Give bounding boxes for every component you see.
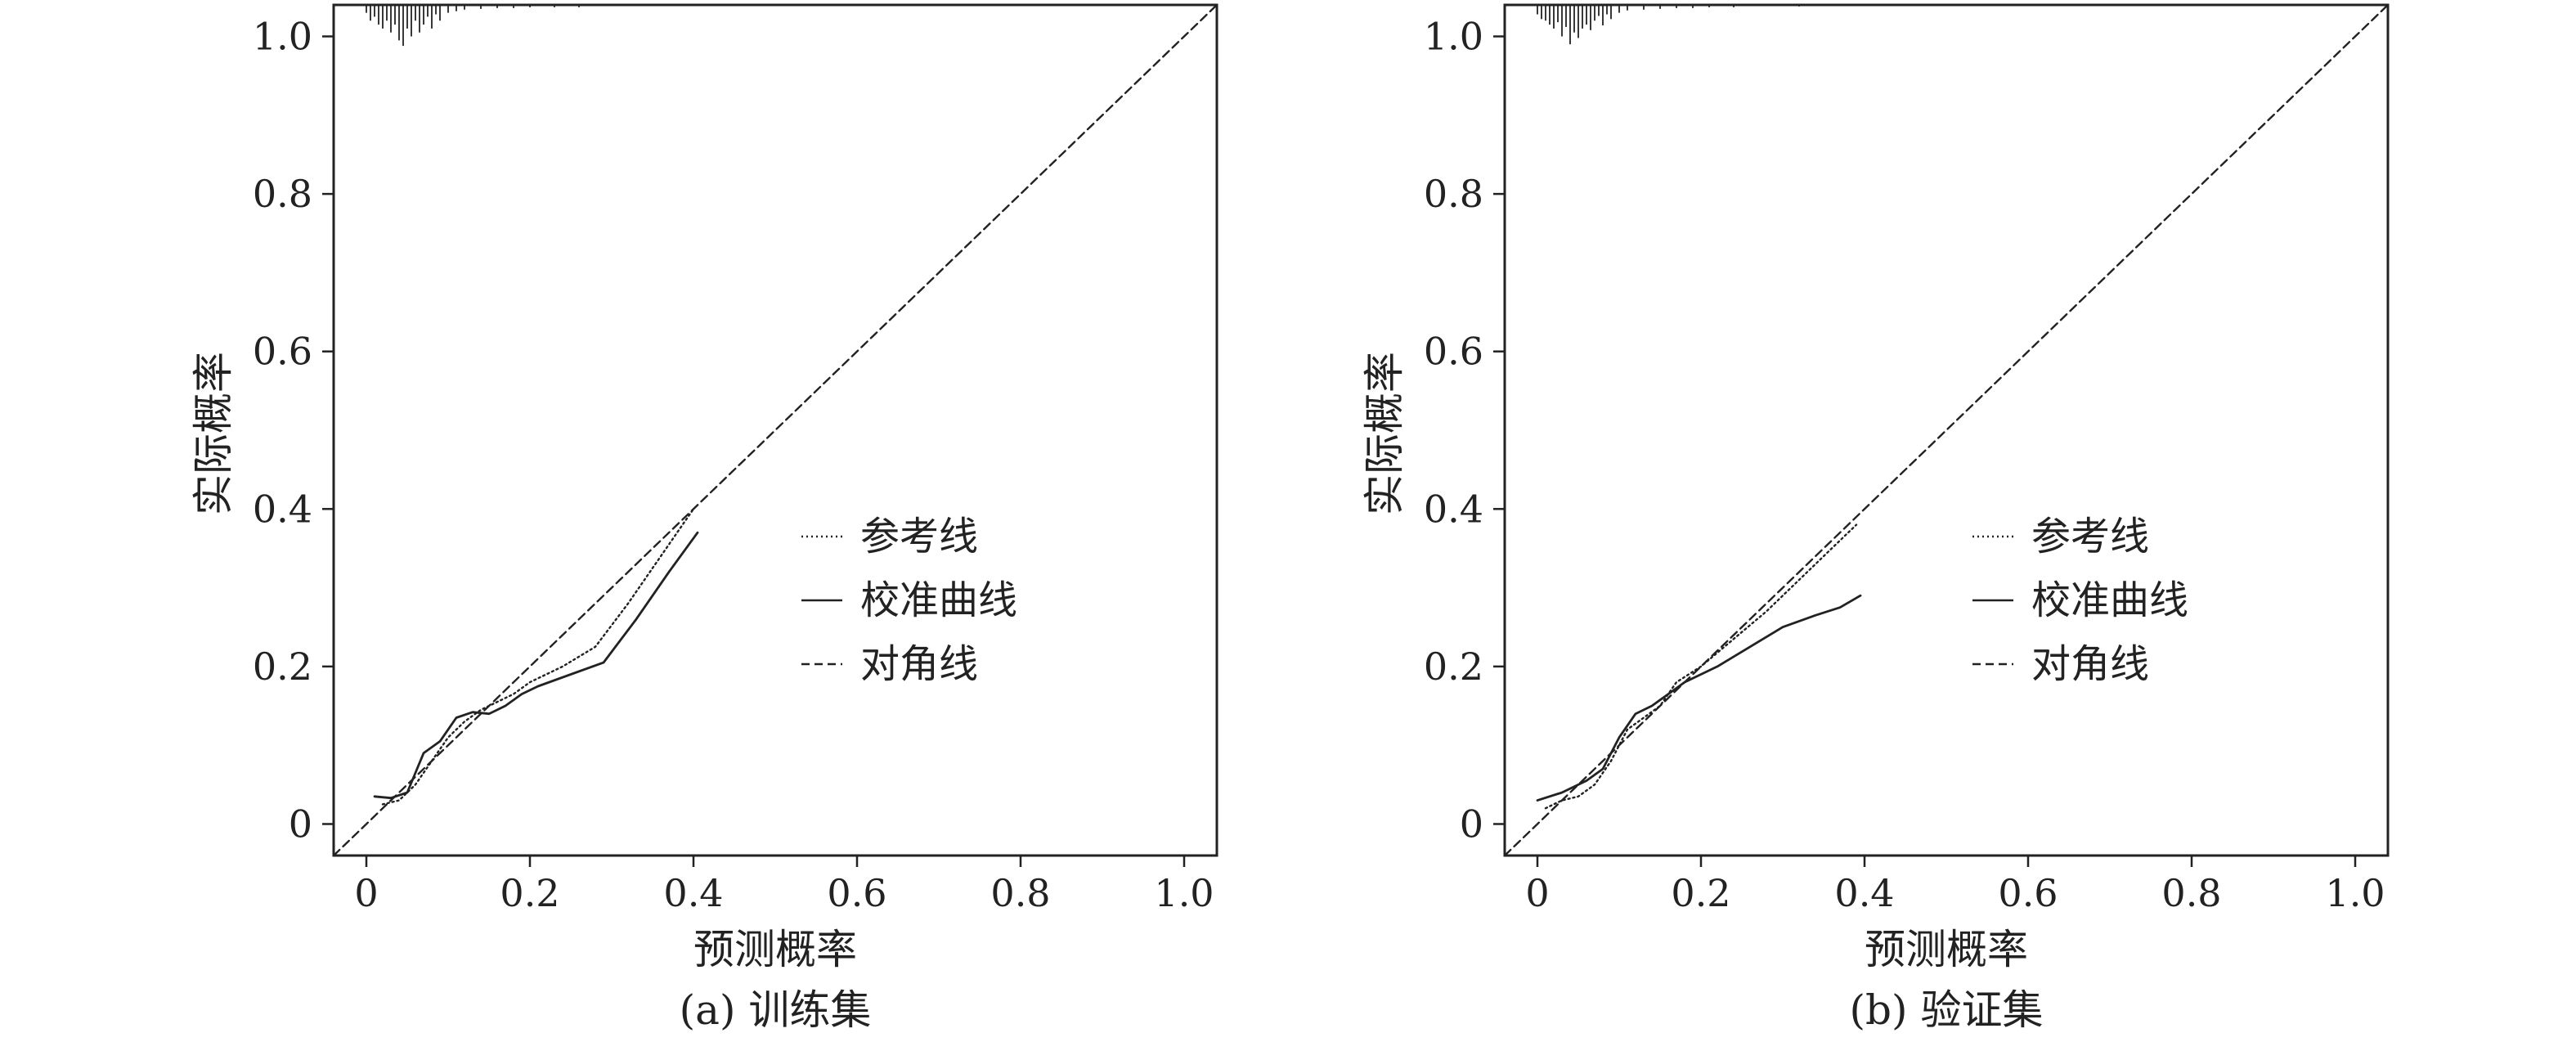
- y-tick-label: 0: [289, 802, 312, 846]
- ticks-group: 0 0.2 0.4 0.6 0.8 1.0 0 0.2 0.4 0.6 0.8 1.0: [1424, 15, 2385, 915]
- chart-panel-a: 0 0.2 0.4 0.6 0.8 1.0 0 0.2 0.4 0.6 0.8 1.0 实际概率 预测…: [190, 3, 1218, 1034]
- x-axis-label: 预测概率: [1865, 926, 2028, 973]
- y-tick-label: 0.4: [1424, 487, 1483, 531]
- series-group: [332, 3, 1218, 857]
- legend-item-calibration: 校准曲线: [801, 577, 1017, 623]
- x-tick-label: 1.0: [2325, 871, 2385, 915]
- y-axis-label: 实际概率: [1361, 352, 1408, 515]
- series-line-diagonal: [332, 3, 1218, 857]
- y-tick-label: 1.0: [253, 15, 312, 59]
- y-tick-label: 0.6: [1424, 330, 1483, 374]
- legend-label: 对角线: [860, 641, 978, 687]
- x-tick-label: 1.0: [1154, 871, 1214, 915]
- x-axis-label: 预测概率: [693, 926, 857, 973]
- y-tick-label: 0.8: [253, 172, 312, 216]
- legend-label: 对角线: [2031, 641, 2149, 687]
- panel-caption: (a) 训练集: [680, 986, 872, 1034]
- legend-label: 校准曲线: [860, 577, 1017, 623]
- legend: 参考线 校准曲线 对角线: [801, 514, 1017, 687]
- series-line-calibration: [373, 531, 699, 800]
- rug-group: [366, 5, 580, 47]
- y-tick-label: 0.8: [1424, 172, 1483, 216]
- plot-frame: [332, 3, 1218, 857]
- y-tick-label: 0.4: [253, 487, 312, 531]
- y-tick-label: 0.6: [253, 330, 312, 374]
- legend-label: 校准曲线: [2031, 577, 2188, 623]
- legend-item-calibration: 校准曲线: [1972, 577, 2188, 623]
- x-tick-label: 0.6: [827, 871, 886, 915]
- series-line-diagonal: [1503, 3, 2390, 857]
- x-tick-label: 0.2: [500, 871, 559, 915]
- x-tick-label: 0.2: [1671, 871, 1730, 915]
- y-tick-label: 1.0: [1424, 15, 1483, 59]
- panel-caption: (b) 验证集: [1850, 986, 2044, 1034]
- x-tick-label: 0.4: [663, 871, 723, 915]
- series-line-reference: [381, 508, 695, 806]
- legend-item-reference: 参考线: [1972, 514, 2149, 559]
- x-tick-label: 0.8: [2161, 871, 2221, 915]
- x-tick-label: 0.6: [1998, 871, 2058, 915]
- series-line-reference: [1544, 523, 1858, 810]
- plot-frame: [1503, 3, 2390, 857]
- legend-item-diagonal: 对角线: [1972, 641, 2149, 687]
- legend-label: 参考线: [860, 514, 978, 559]
- rug-group: [1537, 5, 1800, 45]
- series-group: [1503, 3, 2390, 857]
- x-tick-label: 0: [1525, 871, 1549, 915]
- x-tick-label: 0: [354, 871, 378, 915]
- legend-label: 参考线: [2031, 514, 2149, 559]
- legend: 参考线 校准曲线 对角线: [1972, 514, 2188, 687]
- chart-panel-b: 0 0.2 0.4 0.6 0.8 1.0 0 0.2 0.4 0.6 0.8 1.0 实际概率 预测…: [1361, 3, 2390, 1034]
- legend-item-diagonal: 对角线: [801, 641, 978, 687]
- x-tick-label: 0.4: [1834, 871, 1894, 915]
- ticks-group: 0 0.2 0.4 0.6 0.8 1.0 0 0.2 0.4 0.6 0.8 1.0: [253, 15, 1214, 915]
- x-tick-label: 0.8: [990, 871, 1050, 915]
- y-tick-label: 0: [1460, 802, 1483, 846]
- y-axis-label: 实际概率: [190, 352, 237, 515]
- series-line-calibration: [1536, 594, 1862, 802]
- y-tick-label: 0.2: [253, 645, 312, 689]
- y-tick-label: 0.2: [1424, 645, 1483, 689]
- legend-item-reference: 参考线: [801, 514, 978, 559]
